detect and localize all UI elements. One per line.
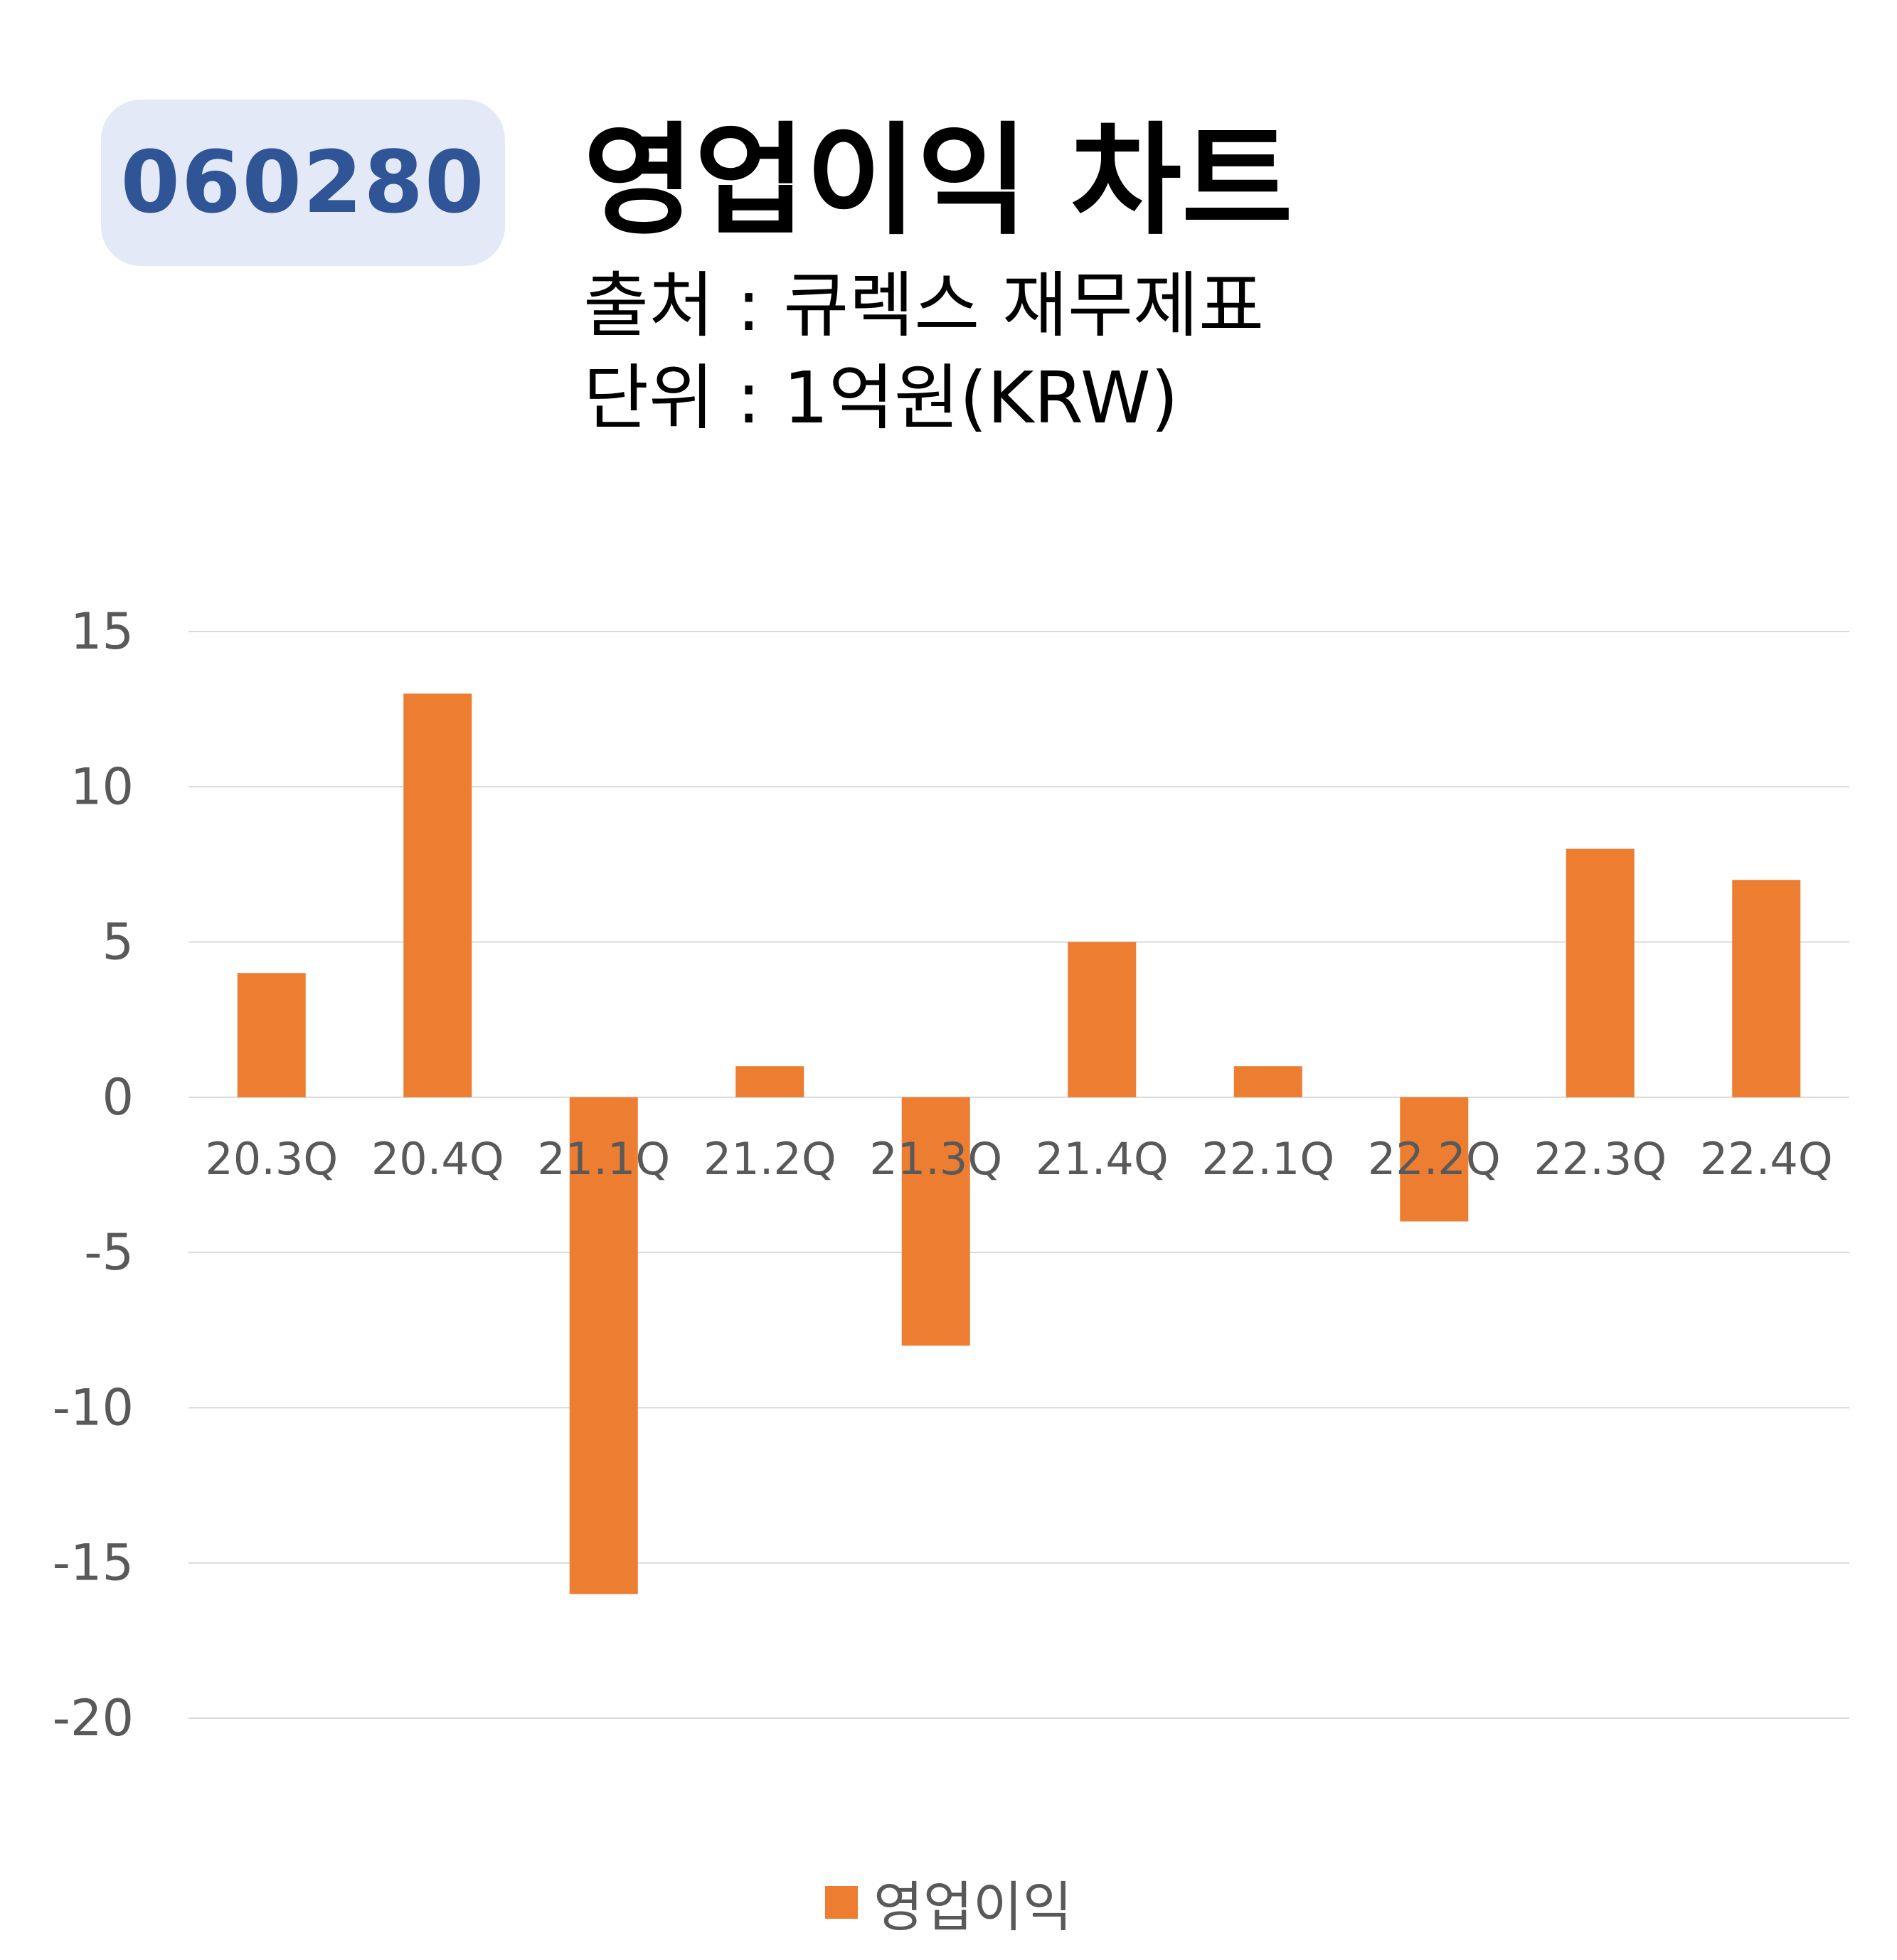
y-tick-label: 0 (102, 1068, 134, 1127)
bar-22.3Q (1566, 848, 1635, 1097)
y-axis-ticks: 15 10 5 0 -5 -10 -15 -20 (53, 602, 134, 1747)
source-label: 출처 : 큐렉스 재무제표 (583, 264, 1265, 347)
chart-title: 영업이익 차트 (583, 111, 1293, 252)
x-tick-label: 22.3Q (1534, 1133, 1667, 1185)
bar-21.1Q (569, 1097, 638, 1594)
bar-21.2Q (735, 1066, 804, 1097)
x-tick-label: 21.2Q (703, 1133, 836, 1185)
bar-22.4Q (1732, 880, 1801, 1097)
bar-20.3Q (237, 973, 306, 1097)
y-tick-label: -5 (84, 1223, 134, 1282)
y-tick-label: 15 (70, 602, 134, 661)
x-tick-label: 22.4Q (1700, 1133, 1833, 1185)
y-tick-label: 10 (70, 757, 134, 816)
x-tick-label: 21.3Q (869, 1133, 1002, 1185)
x-axis-ticks: 20.3Q 20.4Q 21.1Q 21.2Q 21.3Q 21.4Q 22.1Q 22.2Q… (205, 1133, 1832, 1185)
x-tick-label: 20.3Q (205, 1133, 338, 1185)
y-tick-label: 5 (102, 913, 134, 971)
unit-label: 단위 : 1억원(KRW) (583, 356, 1179, 440)
bar-21.4Q (1068, 942, 1137, 1097)
legend: 영업이익 (825, 1863, 1073, 1942)
bar-22.1Q (1233, 1066, 1302, 1097)
bar-20.4Q (403, 693, 472, 1097)
legend-swatch (825, 1886, 858, 1919)
ticker-code: 060280 (120, 133, 486, 233)
y-tick-label: -15 (53, 1534, 134, 1592)
x-tick-label: 21.4Q (1036, 1133, 1169, 1185)
x-tick-label: 20.4Q (371, 1133, 504, 1185)
bar-22.2Q (1400, 1097, 1469, 1222)
x-tick-label: 21.1Q (537, 1133, 670, 1185)
x-tick-label: 22.2Q (1368, 1133, 1501, 1185)
bars (237, 693, 1801, 1594)
bar-21.3Q (901, 1097, 970, 1346)
legend-label: 영업이익 (873, 1875, 1073, 1939)
y-tick-label: -20 (53, 1689, 134, 1747)
y-tick-label: -10 (53, 1378, 134, 1437)
x-tick-label: 22.1Q (1201, 1133, 1334, 1185)
ticker-badge: 060280 (101, 100, 505, 266)
